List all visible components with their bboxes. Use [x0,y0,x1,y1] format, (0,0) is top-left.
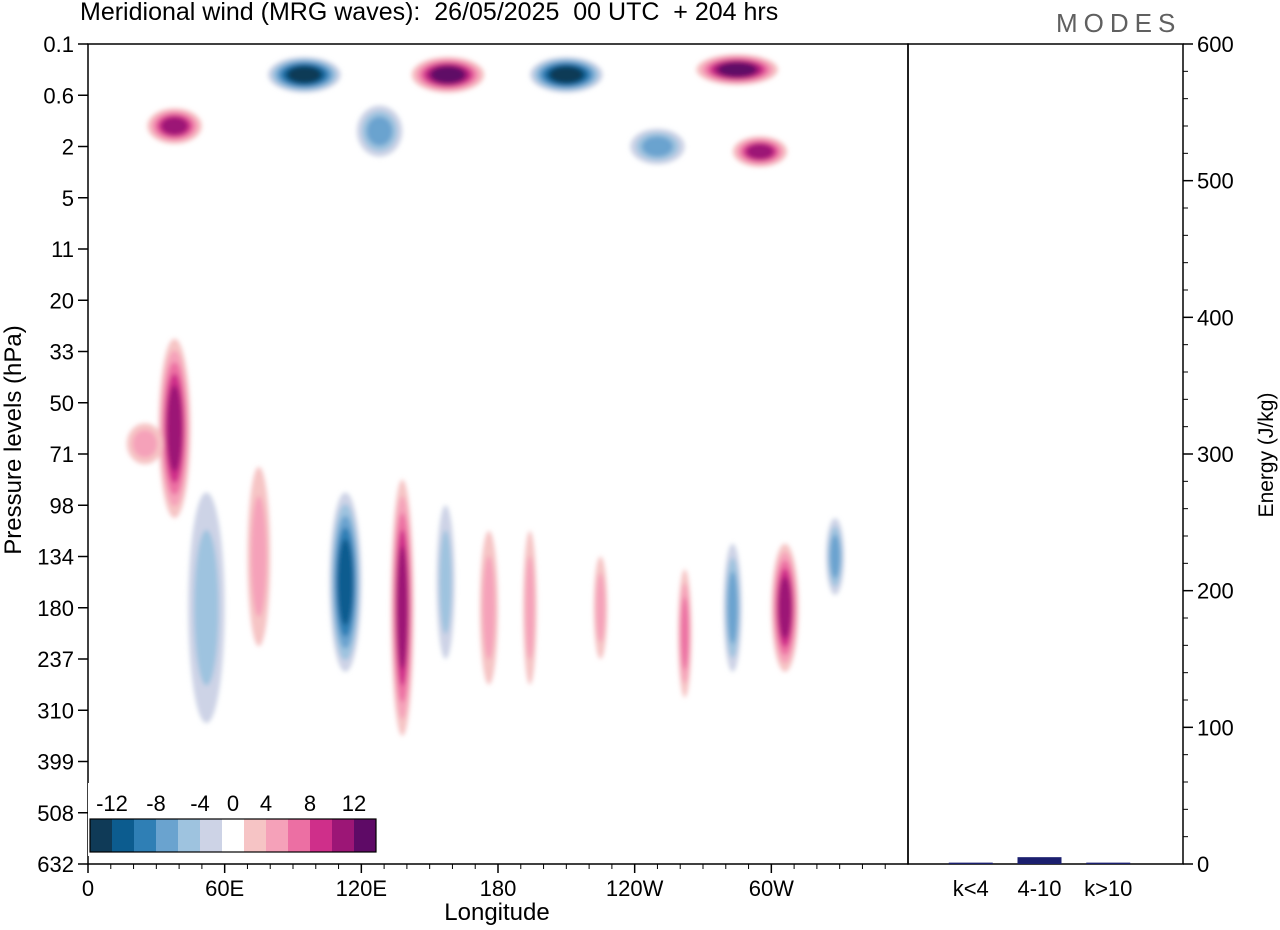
energy-tick-label: 300 [1197,442,1234,467]
y-tick-label: 2 [62,135,74,160]
contour-blob-20 [746,144,774,160]
y-tick-label: 5 [62,186,74,211]
energy-tick-label: 100 [1197,715,1234,740]
y-tick-label: 71 [50,442,74,467]
contour-blob-15 [549,66,584,83]
x-tick-label: 60E [205,876,244,901]
x-tick-label: 120E [336,876,387,901]
energy-tick-label: 500 [1197,169,1234,194]
colorbar-tick-label: 4 [260,791,272,816]
chart-title: Meridional wind (MRG waves): 26/05/2025 … [80,0,779,26]
contour-blob-12 [829,534,841,579]
energy-tick-label: 0 [1197,852,1209,877]
contour-blob-17 [161,117,188,135]
contour-blob-1 [194,529,219,686]
y-tick-label: 508 [37,801,74,826]
x-tick-label: 120W [606,876,664,901]
colorbar-swatch [266,819,288,852]
contour-blob-11 [778,577,792,639]
colorbar-swatch [134,819,156,852]
contour-blob-10 [727,571,738,645]
contour-blob-4 [396,546,408,670]
contour-blob-16 [718,62,756,77]
x-axis-label: Longitude [444,899,550,926]
contour-blob-8 [595,573,606,643]
colorbar-swatch [310,819,332,852]
x-tick-label: 0 [82,876,94,901]
energy-bar [1017,857,1062,864]
x-tick-label: 180 [480,876,517,901]
energy-category-label: 4-10 [1017,876,1061,901]
colorbar: -12 -8 -4 0 4 8 12 [88,783,378,856]
longitude-axis: 0 60E 120E 180 120W 60W [82,864,886,901]
colorbar-swatch [222,819,244,852]
contour-blob-18 [366,116,393,146]
colorbar-swatch [178,819,200,852]
y-tick-label: 180 [37,596,74,621]
energy-axis: 0 100 200 300 400 500 600 [1183,32,1234,877]
contour-blob-2 [251,495,267,618]
colorbar-swatch [288,819,310,852]
colorbar-tick-label: 8 [304,791,316,816]
colorbar-tick-label: 0 [227,791,239,816]
y-tick-label: 0.6 [43,83,74,108]
y-tick-label: 399 [37,750,74,775]
colorbar-tick-label: -12 [96,791,128,816]
energy-category-label: k>10 [1084,876,1132,901]
colorbar-swatch [354,819,376,852]
energy-bars: k<4 4-10 k>10 [948,857,1132,901]
energy-bar [948,862,993,864]
contour-blob-0 [166,385,183,472]
energy-bar [1086,862,1131,864]
contour-blob-21 [132,429,158,458]
contour-blob-13 [287,66,322,83]
pressure-axis: 0.1 0.6 2 5 11 20 33 50 71 98 134 180 237 310 399 508 63… [37,32,88,877]
colorbar-tick-label: -4 [190,791,210,816]
colorbar-swatch [112,819,134,852]
energy-tick-label: 600 [1197,32,1234,57]
y-tick-label: 237 [37,647,74,672]
energy-category-label: k<4 [953,876,989,901]
contour-blob-5 [439,530,452,635]
colorbar-swatch [332,819,354,852]
contour-blob-3 [337,539,354,626]
y-tick-label: 98 [50,493,74,518]
energy-tick-label: 200 [1197,579,1234,604]
colorbar-frame [89,818,377,853]
y-tick-label: 11 [51,237,74,262]
y-tick-label: 0.1 [43,32,74,57]
y-tick-label: 632 [37,852,74,877]
colorbar-tick-label: 12 [342,791,366,816]
heatmap-plot-area [88,44,908,864]
modes-logo: MODES [1056,8,1182,38]
contour-layer [126,54,845,736]
contour-blob-7 [525,555,535,660]
energy-plot-frame [907,43,1184,865]
contour-blob-19 [641,136,673,157]
x-tick-label: 60W [749,876,794,901]
y-tick-label: 33 [50,340,74,365]
y-tick-label: 310 [37,698,74,723]
contour-blob-9 [680,597,689,670]
y-tick-label: 20 [50,288,74,313]
colorbar-tick-label: -8 [146,791,166,816]
colorbar-swatch [156,819,178,852]
energy-tick-label: 400 [1197,305,1234,330]
heatmap-contours [126,54,845,736]
y-tick-label: 134 [37,545,74,570]
contour-blob-6 [482,555,496,660]
energy-axis-label: Energy (J/kg) [1255,392,1278,518]
colorbar-swatch [244,819,266,852]
colorbar-swatch [90,819,112,852]
y-tick-label: 50 [50,391,74,416]
y-axis-label: Pressure levels (hPa) [0,325,27,555]
colorbar-swatch [200,819,222,852]
contour-blob-14 [431,66,465,83]
